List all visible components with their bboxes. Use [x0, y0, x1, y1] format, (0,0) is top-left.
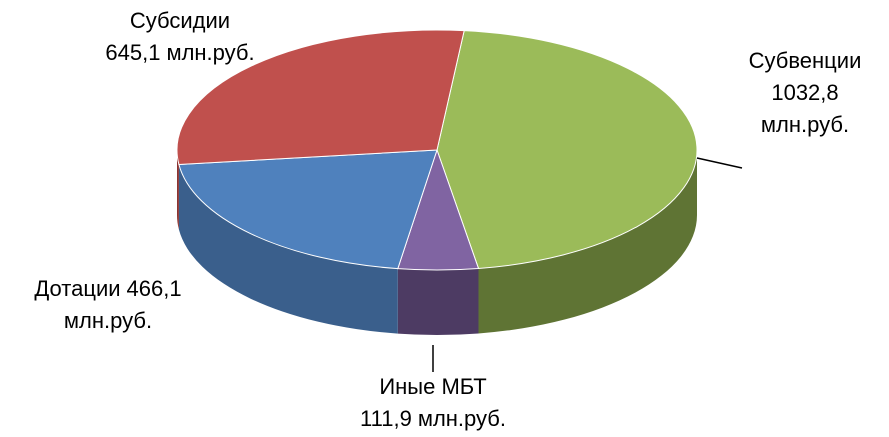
slice-side	[177, 150, 179, 230]
data-label: 1032,8	[771, 80, 838, 105]
label-part: Субвенции	[749, 48, 862, 73]
data-label: Дотации 466,1	[34, 276, 181, 301]
label-part: млн.руб.	[761, 112, 849, 137]
pie	[176, 29, 698, 335]
label-part: 466,1	[127, 276, 182, 301]
data-label: 111,9 млн.руб.	[360, 406, 506, 431]
label-part: 1032,8	[771, 80, 838, 105]
slice	[436, 30, 698, 269]
label-part: млн.руб.	[418, 406, 506, 431]
data-label: млн.руб.	[761, 112, 849, 137]
label-part: Субсидии	[130, 8, 230, 33]
label-part: 645,1	[105, 40, 160, 65]
slice	[178, 149, 438, 270]
leader-line	[696, 157, 743, 169]
label-part: млн.руб.	[64, 308, 152, 333]
slice-side	[478, 150, 697, 334]
slice-side	[397, 268, 479, 335]
data-label: 645,1 млн.руб.	[105, 40, 254, 65]
data-label: Субвенции	[749, 48, 862, 73]
label-part: млн.руб.	[166, 40, 254, 65]
data-label: Иные МБТ	[379, 374, 486, 399]
label-part: 111,9	[360, 406, 412, 431]
data-label: Субсидии	[130, 8, 230, 33]
slice	[176, 29, 465, 166]
label-part: Иные МБТ	[379, 374, 486, 399]
data-label: млн.руб.	[64, 308, 152, 333]
label-part: Дотации	[34, 276, 120, 301]
